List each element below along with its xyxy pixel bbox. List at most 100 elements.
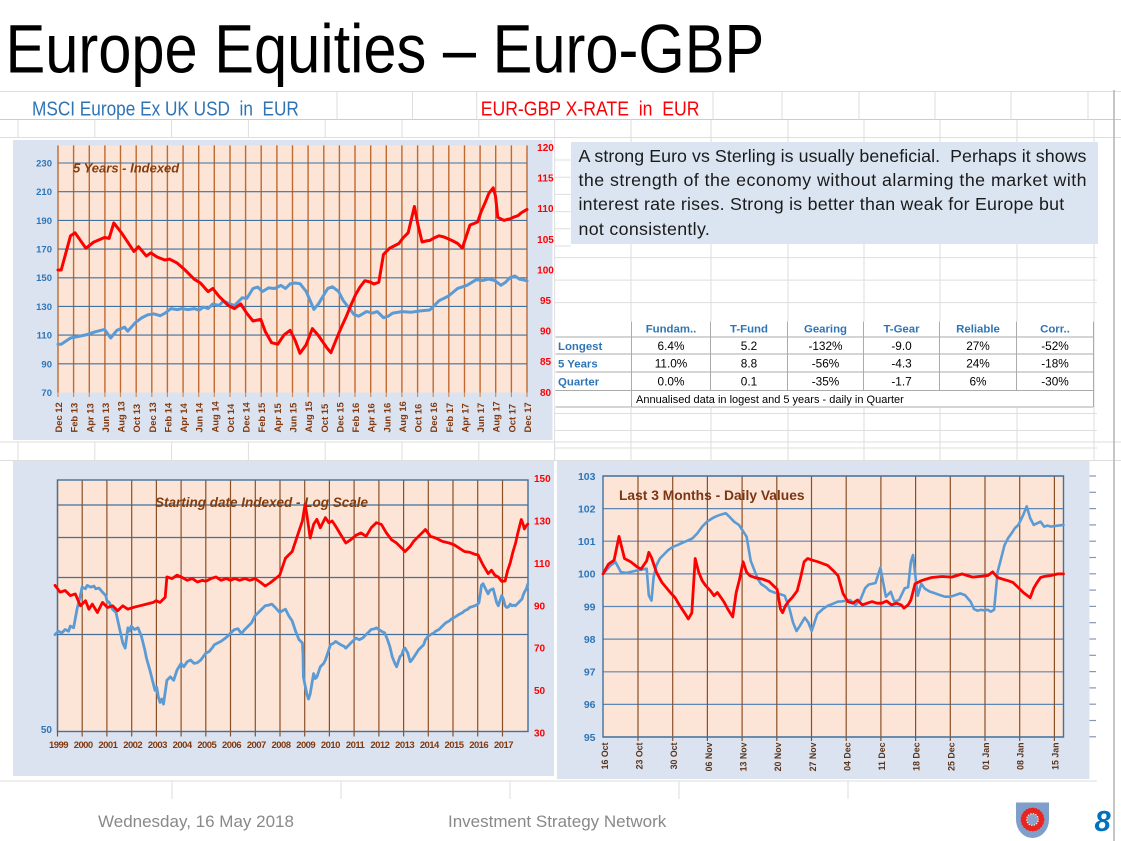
- svg-text:110: 110: [37, 331, 52, 342]
- svg-text:Corr..: Corr..: [1040, 324, 1070, 336]
- svg-text:Feb 14: Feb 14: [162, 402, 173, 432]
- svg-text:2006: 2006: [222, 740, 241, 751]
- svg-text:Feb 13: Feb 13: [69, 403, 80, 433]
- svg-text:110: 110: [537, 204, 554, 215]
- svg-text:Aug 15: Aug 15: [303, 401, 314, 432]
- svg-text:Oct 14: Oct 14: [225, 403, 236, 432]
- svg-text:18 Dec: 18 Dec: [912, 742, 922, 770]
- svg-text:Jun 16: Jun 16: [381, 403, 392, 433]
- svg-text:2005: 2005: [197, 740, 217, 751]
- svg-text:Aug 14: Aug 14: [209, 400, 220, 432]
- svg-text:T-Gear: T-Gear: [883, 324, 920, 336]
- svg-text:70: 70: [41, 388, 52, 399]
- svg-text:102: 102: [578, 503, 596, 515]
- svg-text:Dec 15: Dec 15: [334, 402, 345, 432]
- svg-text:Feb 17: Feb 17: [444, 403, 455, 433]
- svg-text:-18%: -18%: [1041, 356, 1069, 370]
- svg-text:190: 190: [36, 216, 52, 227]
- svg-text:105: 105: [537, 235, 554, 246]
- svg-text:85: 85: [540, 357, 552, 368]
- svg-text:5 Years - Indexed: 5 Years - Indexed: [73, 161, 180, 176]
- svg-text:11.0%: 11.0%: [655, 356, 688, 370]
- svg-text:Oct 16: Oct 16: [413, 404, 424, 433]
- svg-text:20 Nov: 20 Nov: [773, 742, 783, 771]
- svg-text:2013: 2013: [395, 740, 414, 751]
- svg-text:Dec 16: Dec 16: [428, 402, 439, 432]
- svg-text:2008: 2008: [272, 740, 291, 751]
- svg-text:-56%: -56%: [812, 356, 840, 370]
- svg-text:90: 90: [540, 327, 552, 338]
- svg-text:Starting date Indexed - Log Sc: Starting date Indexed - Log Scale: [155, 495, 369, 510]
- svg-text:5.2: 5.2: [741, 339, 757, 353]
- svg-text:2011: 2011: [346, 740, 366, 751]
- svg-text:Oct 15: Oct 15: [319, 404, 330, 433]
- svg-text:150: 150: [36, 273, 52, 284]
- svg-text:Annualised data in logest and: Annualised data in logest and 5 years - …: [636, 394, 904, 406]
- svg-text:Feb 15: Feb 15: [256, 403, 267, 433]
- svg-text:-52%: -52%: [1041, 339, 1069, 353]
- svg-text:100: 100: [578, 569, 596, 581]
- svg-text:-132%: -132%: [808, 339, 843, 353]
- svg-text:Aug 17: Aug 17: [491, 401, 502, 432]
- svg-text:6%: 6%: [969, 375, 987, 389]
- svg-text:0.1: 0.1: [741, 375, 757, 389]
- svg-text:50: 50: [41, 725, 53, 736]
- svg-text:100: 100: [537, 265, 554, 276]
- svg-text:11 Dec: 11 Dec: [877, 742, 887, 770]
- svg-text:90: 90: [534, 601, 546, 612]
- svg-text:2015: 2015: [445, 740, 465, 751]
- svg-text:2002: 2002: [123, 740, 142, 751]
- svg-text:Fundam..: Fundam..: [646, 324, 697, 336]
- svg-text:130: 130: [36, 302, 52, 313]
- svg-text:25 Dec: 25 Dec: [946, 742, 956, 770]
- svg-text:115: 115: [537, 174, 554, 185]
- svg-text:Apr 14: Apr 14: [178, 403, 189, 433]
- svg-text:15 Jan: 15 Jan: [1050, 743, 1060, 770]
- svg-text:Feb 16: Feb 16: [350, 403, 361, 433]
- svg-text:120: 120: [537, 143, 554, 154]
- svg-text:2007: 2007: [247, 740, 266, 751]
- svg-text:06 Nov: 06 Nov: [704, 742, 714, 771]
- svg-text:230: 230: [36, 159, 52, 170]
- svg-text:Jun 14: Jun 14: [194, 402, 205, 432]
- svg-text:5 Years: 5 Years: [558, 358, 598, 370]
- svg-text:Apr 17: Apr 17: [460, 403, 471, 432]
- svg-text:Quarter: Quarter: [558, 377, 600, 389]
- svg-text:-9.0: -9.0: [891, 339, 912, 353]
- svg-text:Jun 13: Jun 13: [100, 403, 111, 433]
- svg-text:Dec 12: Dec 12: [53, 402, 64, 432]
- svg-text:Apr 15: Apr 15: [272, 403, 283, 432]
- svg-text:95: 95: [584, 732, 596, 744]
- svg-text:04 Dec: 04 Dec: [842, 742, 852, 770]
- svg-text:Jun 15: Jun 15: [288, 403, 299, 433]
- svg-text:97: 97: [584, 667, 596, 679]
- svg-text:Reliable: Reliable: [956, 324, 1000, 336]
- svg-text:Dec 13: Dec 13: [147, 402, 158, 432]
- svg-text:2014: 2014: [420, 740, 440, 751]
- svg-text:30: 30: [534, 729, 546, 740]
- svg-text:01 Jan: 01 Jan: [981, 743, 991, 770]
- svg-text:Last 3 Months - Daily Values: Last 3 Months - Daily Values: [619, 488, 805, 503]
- svg-text:Dec 17: Dec 17: [522, 402, 533, 432]
- svg-text:170: 170: [36, 245, 52, 256]
- svg-text:08 Jan: 08 Jan: [1016, 742, 1026, 769]
- svg-text:99: 99: [584, 601, 596, 613]
- svg-text:Oct 17: Oct 17: [506, 404, 517, 433]
- svg-text:50: 50: [534, 686, 546, 697]
- svg-text:Europe Equities – Euro-GBP: Europe Equities – Euro-GBP: [6, 10, 765, 87]
- svg-text:210: 210: [36, 187, 52, 198]
- svg-text:Oct 13: Oct 13: [131, 404, 142, 433]
- svg-text:70: 70: [534, 644, 546, 655]
- svg-text:2003: 2003: [148, 740, 167, 751]
- svg-text:13 Nov: 13 Nov: [738, 742, 748, 771]
- svg-text:95: 95: [540, 296, 552, 307]
- svg-text:-35%: -35%: [812, 375, 840, 389]
- svg-text:T-Fund: T-Fund: [730, 324, 768, 336]
- svg-text:Dec 14: Dec 14: [241, 401, 252, 432]
- svg-text:Apr 16: Apr 16: [366, 403, 377, 432]
- svg-text:130: 130: [534, 517, 551, 528]
- svg-text:2009: 2009: [296, 740, 315, 751]
- svg-text:8.8: 8.8: [741, 356, 758, 370]
- svg-text:Longest: Longest: [558, 341, 603, 353]
- svg-text:Aug 16: Aug 16: [397, 401, 408, 432]
